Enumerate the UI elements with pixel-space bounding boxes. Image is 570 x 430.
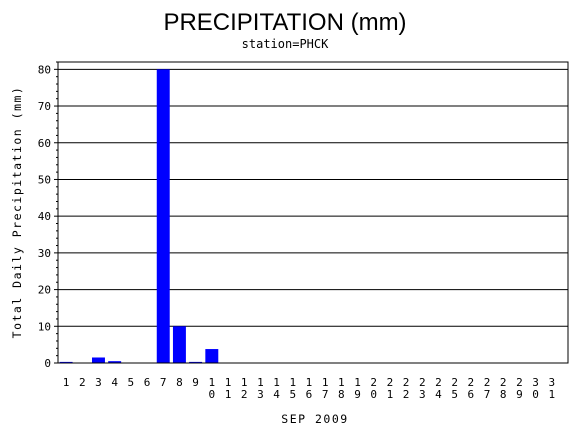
x-tick-label: 7 [160,376,167,389]
bar-day-9 [189,361,203,363]
plot-frame [57,61,569,364]
y-tick-label: 60 [38,137,51,150]
x-tick-label: 5 [128,376,135,389]
x-tick-label: 6 [144,376,151,389]
bar-day-10 [205,349,219,363]
bars [59,69,219,363]
gridlines [58,68,568,327]
y-axis-label: Total Daily Precipitation (mm) [10,86,24,339]
x-axis-label: SEP 2009 [281,412,348,426]
bar-day-8 [172,326,186,363]
y-axis-ticks: 0 10 20 30 40 50 60 70 80 [38,61,58,370]
bar-day-7 [156,69,170,363]
x-tick-label: 2 [79,376,86,389]
y-tick-label: 30 [38,247,51,260]
bar-day-3 [92,357,105,363]
y-tick-label: 20 [38,284,51,297]
x-axis-ticks: 1 2 3 4 5 6 7 8 9 1 01 11 21 31 41 51 61 71 81 92 02 12 22 32 42… [63,376,555,401]
x-tick-label: 3 [95,376,102,389]
y-tick-label: 50 [38,173,51,186]
y-tick-label: 40 [38,210,51,223]
chart-subtitle: station=PHCK [242,37,329,51]
x-tick-label: 8 [176,376,183,389]
y-tick-label: 10 [38,320,51,333]
y-tick-label: 80 [38,63,51,76]
x-tick-label: 4 [111,376,118,389]
x-tick-label: 9 [192,376,199,389]
bar-day-4 [108,361,122,363]
bar-day-1 [59,361,73,363]
chart-title: PRECIPITATION (mm) [163,9,406,36]
y-tick-label: 70 [38,100,51,113]
y-tick-label: 0 [44,357,51,370]
x-tick-label: 1 [63,376,70,389]
